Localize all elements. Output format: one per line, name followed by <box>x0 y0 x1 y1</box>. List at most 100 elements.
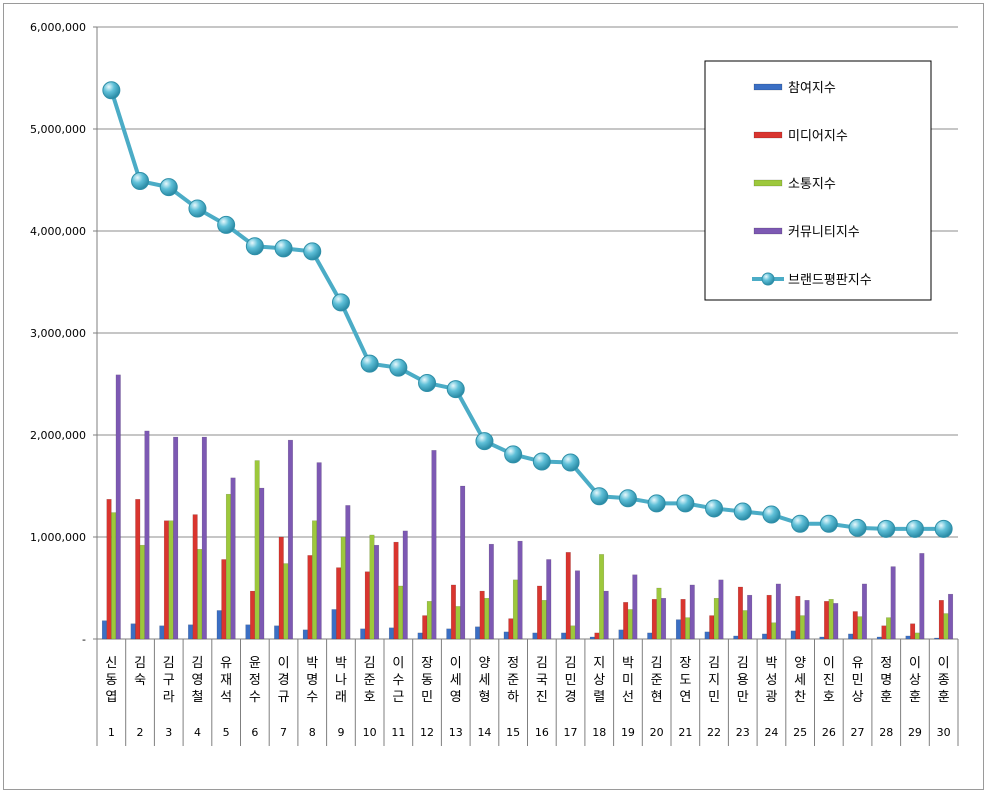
x-category-char: 철 <box>191 690 203 705</box>
bar <box>886 617 892 640</box>
bar <box>599 554 605 640</box>
bar <box>393 541 399 640</box>
x-category-char: 근 <box>392 690 404 705</box>
x-category-label: 김지민 <box>708 656 720 705</box>
x-rank-label: 24 <box>764 726 778 739</box>
bar <box>201 436 207 640</box>
x-rank-label: 25 <box>793 726 807 739</box>
line-marker <box>360 354 379 373</box>
bar <box>364 571 370 640</box>
x-category-char: 이 <box>938 656 950 671</box>
bar <box>135 499 141 640</box>
x-category-char: 이 <box>450 656 462 671</box>
bar <box>876 636 882 640</box>
x-category-label: 박명수 <box>306 656 318 705</box>
x-rank-label: 14 <box>477 726 491 739</box>
x-category-char: 엽 <box>105 690 117 705</box>
x-rank-label: 27 <box>851 726 865 739</box>
x-category-label: 양세찬 <box>794 656 806 705</box>
x-category-char: 경 <box>278 673 290 688</box>
x-category-char: 규 <box>278 690 290 705</box>
line-marker <box>475 432 494 451</box>
x-rank-label: 30 <box>937 726 951 739</box>
bar <box>460 485 466 640</box>
bar <box>221 559 227 640</box>
bar <box>426 601 432 640</box>
x-rank-label: 9 <box>337 726 344 739</box>
bar <box>254 460 260 640</box>
line-marker <box>188 199 207 218</box>
bar <box>144 430 150 640</box>
bar <box>139 544 145 640</box>
y-tick-label: 5,000,000 <box>30 123 86 136</box>
line-marker <box>819 514 838 533</box>
bar <box>833 603 839 640</box>
y-axis: - 1,000,000 2,000,000 3,000,000 4,000,000 5,0… <box>30 21 98 646</box>
x-rank-label: 23 <box>736 726 750 739</box>
x-category-char: 세 <box>794 673 806 688</box>
bar <box>159 625 165 640</box>
x-category-char: 양 <box>794 656 806 671</box>
bar <box>450 584 456 640</box>
x-category-label: 김숙 <box>134 656 146 688</box>
legend-label: 참여지수 <box>788 81 836 96</box>
legend-entry: 커뮤니티지수 <box>753 225 860 240</box>
x-category-char: 민 <box>852 673 864 688</box>
bar <box>747 594 753 640</box>
x-category-char: 국 <box>536 673 548 688</box>
bar <box>799 615 805 640</box>
line-marker <box>245 237 264 256</box>
x-category-label: 장도연 <box>679 656 691 705</box>
bar <box>795 595 801 640</box>
x-category-char: 이 <box>278 656 290 671</box>
x-category-label: 윤정수 <box>249 656 261 705</box>
bar <box>828 599 834 640</box>
x-category-label: 김민경 <box>565 656 577 705</box>
bar <box>790 630 796 640</box>
x-category-label: 김준현 <box>651 656 663 705</box>
line-marker <box>848 518 867 537</box>
x-category-char: 민 <box>421 690 433 705</box>
x-category-char: 박 <box>306 656 318 671</box>
bar <box>402 530 408 640</box>
x-category-label: 이수근 <box>392 656 404 705</box>
x-rank-label: 7 <box>280 726 287 739</box>
x-category-label: 김용만 <box>737 656 749 705</box>
bar <box>111 512 117 640</box>
x-category-char: 도 <box>679 673 691 688</box>
bar <box>685 617 691 640</box>
x-category-char: 이 <box>392 656 404 671</box>
bar <box>804 600 810 640</box>
bar <box>938 600 944 640</box>
line-marker <box>303 242 322 261</box>
x-category-label: 이세영 <box>450 656 462 705</box>
x-category-label: 정명훈 <box>880 656 892 705</box>
x-category-char: 윤 <box>249 656 261 671</box>
x-category-char: 선 <box>622 690 634 705</box>
x-rank-label: 21 <box>678 726 692 739</box>
x-category-char: 라 <box>163 690 175 705</box>
y-tick-label: 3,000,000 <box>30 327 86 340</box>
x-category-char: 이 <box>823 656 835 671</box>
bar <box>312 520 318 640</box>
x-category-char: 세 <box>450 673 462 688</box>
bar <box>948 593 954 640</box>
bar <box>283 563 289 640</box>
legend-label: 브랜드평판지수 <box>788 273 872 288</box>
x-category-char: 민 <box>565 673 577 688</box>
bar <box>910 623 916 640</box>
bar <box>565 552 571 640</box>
bar <box>742 610 748 640</box>
bar <box>484 598 490 640</box>
x-category-char: 상 <box>852 690 864 705</box>
bar <box>914 632 920 640</box>
x-category-char: 동 <box>421 673 433 688</box>
x-category-label: 이종훈 <box>938 656 950 705</box>
bar <box>479 590 485 640</box>
x-rank-label: 5 <box>223 726 230 739</box>
bar <box>431 450 437 640</box>
bar <box>508 618 514 640</box>
x-category-char: 찬 <box>794 690 806 705</box>
bar <box>881 625 887 640</box>
x-rank-label: 16 <box>535 726 549 739</box>
